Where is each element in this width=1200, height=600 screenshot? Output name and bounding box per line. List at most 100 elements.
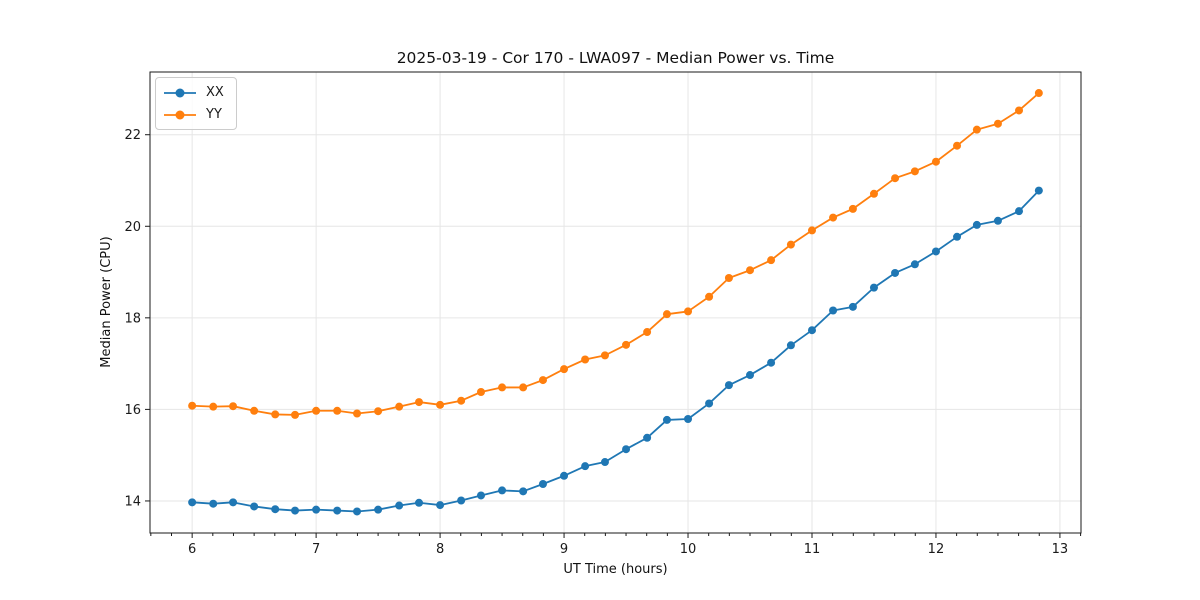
data-point-yy [415, 398, 424, 407]
data-point-xx [869, 283, 878, 292]
data-point-yy [498, 383, 507, 392]
y-tick-label: 20 [124, 220, 141, 235]
data-point-yy [271, 410, 280, 419]
data-point-xx [724, 381, 733, 390]
data-point-xx [291, 506, 300, 515]
data-point-yy [538, 376, 547, 385]
data-point-xx [746, 371, 755, 380]
data-point-xx [498, 486, 507, 495]
data-point-xx [188, 498, 197, 507]
data-point-xx [457, 496, 466, 505]
data-point-xx [476, 491, 485, 500]
data-point-yy [993, 119, 1002, 128]
data-point-xx [767, 358, 776, 367]
data-point-xx [271, 505, 280, 514]
data-point-yy [829, 213, 838, 222]
data-point-xx [953, 232, 962, 241]
data-point-yy [931, 157, 940, 166]
data-point-xx [622, 445, 631, 454]
series-layer [188, 89, 1043, 516]
data-point-xx [209, 499, 218, 508]
data-point-yy [807, 226, 816, 235]
legend-item-yy: YY [163, 105, 224, 124]
data-point-yy [333, 406, 342, 415]
data-point-xx [1034, 186, 1043, 195]
data-point-yy [312, 406, 321, 415]
x-tick-label: 10 [680, 542, 697, 557]
data-point-xx [581, 462, 590, 471]
data-point-yy [891, 174, 900, 183]
data-point-yy [662, 310, 671, 319]
data-point-yy [395, 402, 404, 411]
data-point-yy [869, 189, 878, 198]
data-point-xx [705, 399, 714, 408]
data-point-xx [891, 268, 900, 277]
data-point-yy [476, 387, 485, 396]
data-point-yy [291, 410, 300, 419]
data-point-yy [250, 406, 259, 415]
data-point-yy [229, 402, 238, 411]
data-point-yy [767, 256, 776, 265]
data-point-xx [662, 415, 671, 424]
data-point-xx [395, 501, 404, 510]
data-point-xx [560, 471, 569, 480]
data-point-xx [250, 502, 259, 511]
y-tick-label: 18 [124, 311, 141, 326]
legend-swatch-yy [164, 110, 196, 119]
data-point-yy [910, 167, 919, 176]
data-point-xx [848, 302, 857, 311]
data-point-yy [457, 396, 466, 405]
legend-swatch-xx [164, 88, 196, 97]
x-tick-label: 13 [1052, 542, 1069, 557]
data-point-yy [848, 204, 857, 213]
legend-dot-icon [175, 88, 185, 97]
x-tick-label: 6 [188, 542, 196, 557]
data-point-yy [705, 292, 714, 301]
data-point-xx [353, 507, 362, 516]
y-tick-label: 14 [124, 494, 141, 509]
legend-label-xx: XX [206, 85, 224, 100]
data-point-yy [786, 240, 795, 249]
data-point-xx [972, 220, 981, 229]
y-tick-label: 16 [124, 403, 141, 418]
data-point-yy [581, 355, 590, 364]
plot-border [149, 71, 1082, 534]
data-point-xx [374, 505, 383, 514]
data-point-yy [353, 409, 362, 418]
x-tick-label: 9 [560, 542, 568, 557]
data-point-xx [684, 415, 693, 424]
y-axis-label: Median Power (CPU) [99, 236, 114, 367]
data-point-yy [1015, 106, 1024, 115]
legend-dot-icon [175, 110, 185, 119]
data-point-yy [972, 125, 981, 134]
data-point-xx [229, 498, 238, 507]
data-point-yy [188, 401, 197, 410]
data-point-xx [415, 498, 424, 507]
data-point-yy [600, 351, 609, 360]
axes: 6 7 8 9 10 11 12 13 14 16 18 20 22 [124, 71, 1082, 557]
data-point-xx [829, 306, 838, 315]
data-point-xx [519, 487, 528, 496]
data-point-yy [643, 328, 652, 337]
data-point-xx [807, 326, 816, 335]
data-point-yy [209, 402, 218, 411]
y-tick-label: 22 [124, 128, 141, 143]
data-point-yy [374, 407, 383, 416]
series-line-yy [191, 92, 1040, 416]
legend-item-xx: XX [163, 83, 224, 102]
data-point-xx [538, 480, 547, 489]
data-point-yy [684, 307, 693, 316]
data-point-xx [600, 458, 609, 467]
data-point-xx [312, 505, 321, 514]
data-point-yy [724, 274, 733, 283]
data-point-xx [993, 216, 1002, 225]
legend-label-yy: YY [206, 107, 222, 122]
data-point-xx [643, 433, 652, 442]
data-point-yy [519, 383, 528, 392]
x-axis-label: UT Time (hours) [563, 562, 667, 577]
data-point-xx [333, 506, 342, 515]
chart-title: 2025-03-19 - Cor 170 - LWA097 - Median P… [397, 49, 835, 67]
data-point-xx [1015, 207, 1024, 216]
